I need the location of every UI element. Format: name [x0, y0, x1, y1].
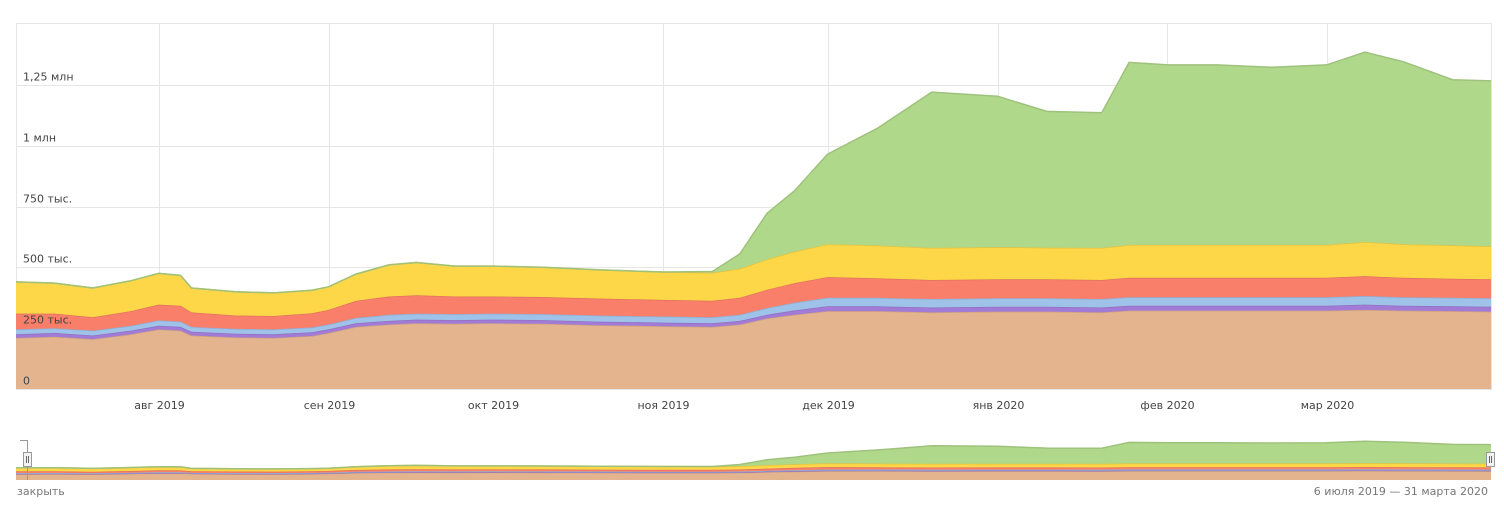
- x-tick-label: фев 2020: [1140, 399, 1194, 412]
- area-series-2: [16, 304, 1491, 340]
- y-tick-label: 1,25 млн: [23, 71, 74, 84]
- y-tick-label: 1 млн: [23, 132, 56, 145]
- navigator-left-handle[interactable]: [23, 452, 32, 467]
- x-tick-label: янв 2020: [973, 399, 1025, 412]
- y-tick-label: 0: [23, 375, 30, 388]
- x-tick-label: ноя 2019: [637, 399, 689, 412]
- x-tick-label: авг 2019: [134, 399, 185, 412]
- navigator-area-series-4: [16, 467, 1491, 474]
- x-tick-label: дек 2019: [802, 399, 855, 412]
- stacked-areas: [15, 51, 1492, 389]
- area-series-3: [16, 296, 1491, 336]
- y-tick-label: 750 тыс.: [23, 193, 72, 206]
- navigator-area-series-5: [16, 463, 1491, 472]
- date-range-label: 6 июля 2019 — 31 марта 2020: [1313, 485, 1488, 498]
- area-series-4: [16, 276, 1491, 331]
- x-axis-labels: авг 2019 сен 2019 окт 2019 ноя 2019 дек 2019…: [134, 399, 1354, 412]
- area-series-6: [16, 52, 1491, 293]
- y-tick-label: 250 тыс.: [23, 314, 72, 327]
- x-tick-label: окт 2019: [468, 399, 519, 412]
- navigator-chart[interactable]: [0, 430, 1504, 490]
- area-series-1: [16, 309, 1491, 389]
- navigator-right-handle[interactable]: [1486, 452, 1495, 467]
- close-link[interactable]: закрыть: [17, 485, 65, 498]
- x-tick-label: мар 2020: [1301, 399, 1355, 412]
- navigator-area-series-line-6: [15, 440, 1492, 470]
- x-tick-label: сен 2019: [304, 399, 356, 412]
- y-axis-labels: 0 250 тыс. 500 тыс. 750 тыс. 1 млн 1,25 млн: [23, 71, 74, 388]
- navigator-area-series-6: [16, 441, 1491, 469]
- area-series-line-6: [15, 51, 1492, 294]
- y-tick-label: 500 тыс.: [23, 253, 72, 266]
- navigator-areas: [15, 440, 1492, 480]
- main-chart: 0 250 тыс. 500 тыс. 750 тыс. 1 млн 1,25 млн а…: [15, 23, 1492, 412]
- area-series-5: [16, 242, 1491, 318]
